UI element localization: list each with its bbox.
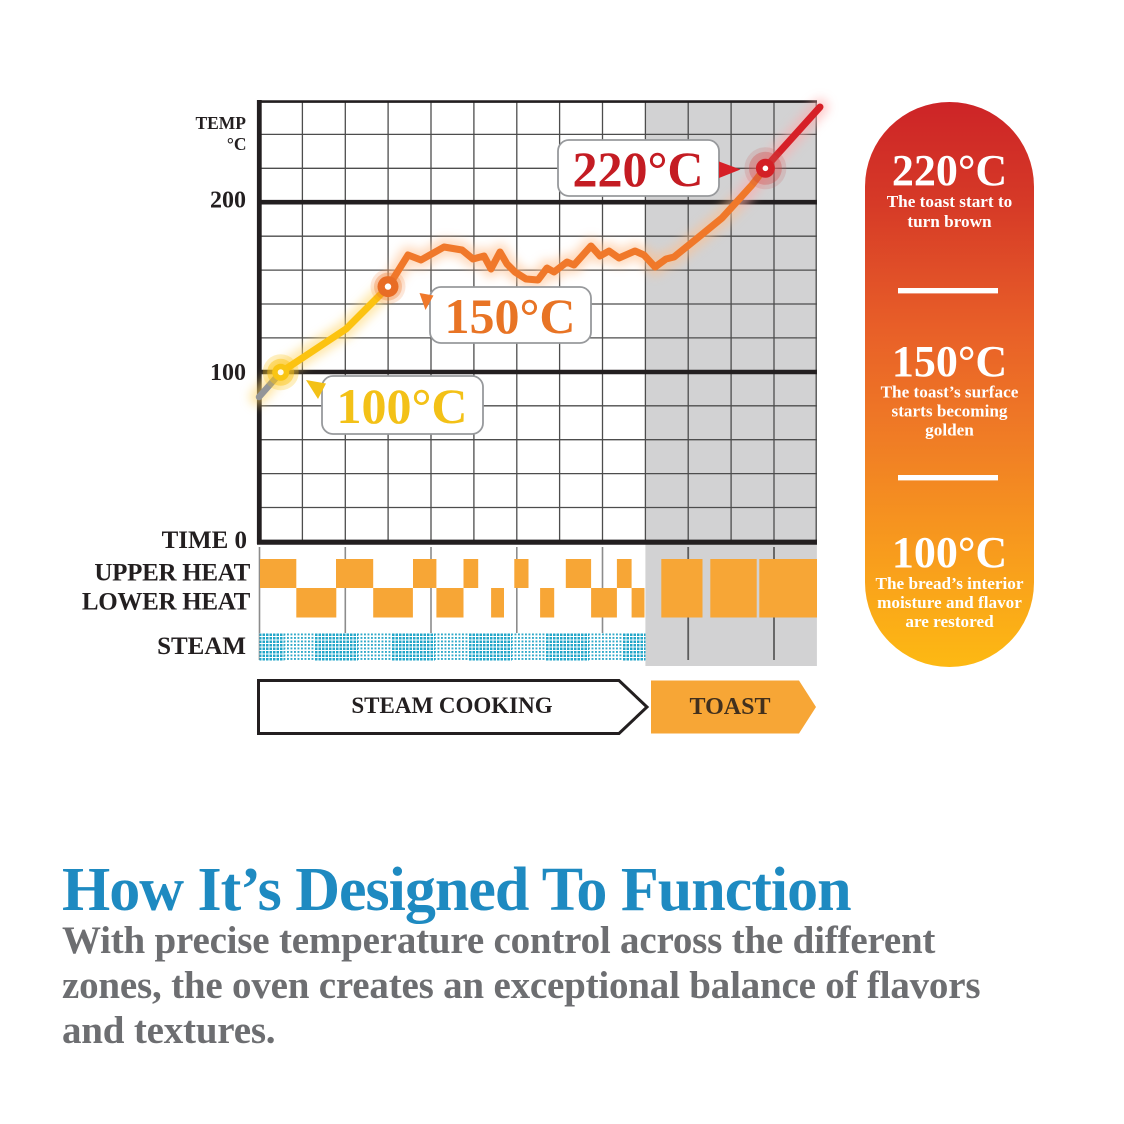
- svg-text:150°C: 150°C: [444, 288, 575, 344]
- svg-text:The bread’s interior: The bread’s interior: [876, 574, 1024, 593]
- svg-text:UPPER HEAT: UPPER HEAT: [94, 560, 250, 587]
- svg-text:100°C: 100°C: [892, 528, 1007, 577]
- svg-text:200: 200: [210, 188, 246, 214]
- svg-text:TEMP: TEMP: [195, 113, 246, 133]
- svg-text:turn brown: turn brown: [907, 212, 992, 231]
- svg-text:The toast start to: The toast start to: [887, 192, 1013, 211]
- svg-text:STEAM COOKING: STEAM COOKING: [351, 693, 552, 718]
- svg-text:220°C: 220°C: [572, 141, 703, 197]
- svg-text:starts becoming: starts becoming: [892, 402, 1008, 421]
- svg-text:100: 100: [210, 360, 246, 386]
- svg-text:LOWER HEAT: LOWER HEAT: [82, 589, 251, 616]
- svg-text:The toast’s surface: The toast’s surface: [881, 383, 1019, 402]
- svg-text:100°C: 100°C: [336, 378, 467, 434]
- svg-text:°C: °C: [227, 134, 247, 154]
- svg-text:TOAST: TOAST: [690, 694, 771, 720]
- svg-text:moisture and flavor: moisture and flavor: [877, 593, 1022, 612]
- svg-text:golden: golden: [925, 421, 974, 440]
- svg-text:150°C: 150°C: [892, 337, 1007, 386]
- svg-text:are restored: are restored: [905, 612, 994, 631]
- svg-text:STEAM: STEAM: [157, 633, 246, 660]
- svg-text:220°C: 220°C: [892, 146, 1007, 195]
- svg-text:TIME 0: TIME 0: [162, 527, 247, 554]
